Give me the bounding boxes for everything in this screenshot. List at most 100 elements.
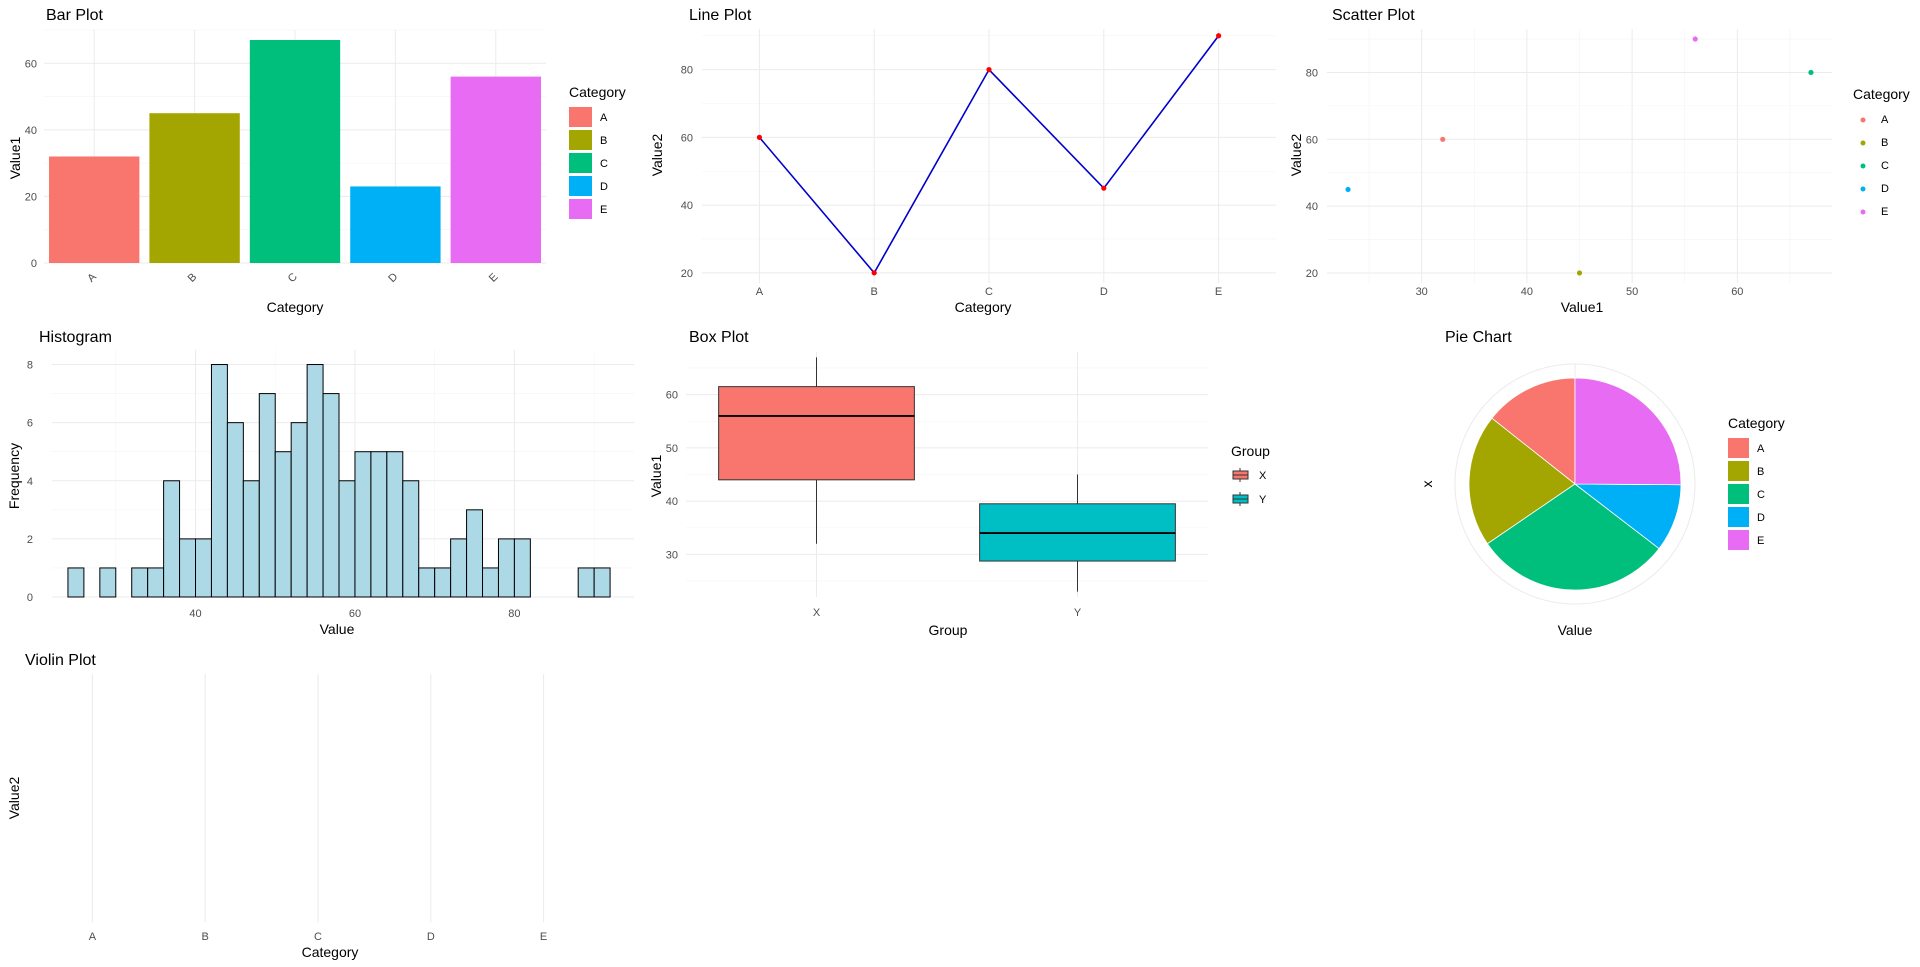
scatter-x-tick-label: 60 bbox=[1731, 286, 1743, 298]
pie-legend-key bbox=[1728, 438, 1749, 458]
pie-legend-key bbox=[1728, 530, 1749, 550]
histogram-bar bbox=[179, 538, 197, 598]
histogram-bar bbox=[322, 393, 340, 598]
histogram-bar bbox=[370, 451, 388, 598]
violin-x-tick-label: C bbox=[314, 931, 322, 943]
bar-legend-label: B bbox=[600, 135, 607, 147]
scatter-y-tick-label: 20 bbox=[1306, 268, 1318, 280]
scatter-y-tick-label: 80 bbox=[1306, 67, 1318, 79]
hist-y-tick-label: 2 bbox=[27, 534, 33, 546]
scatter-x-tick-label: 50 bbox=[1626, 286, 1638, 298]
histogram-bar bbox=[195, 538, 212, 598]
histogram-bar bbox=[434, 567, 452, 598]
scatter-point-E bbox=[1692, 36, 1698, 42]
hist-x-tick-label: 60 bbox=[349, 608, 361, 620]
pie-legend-key bbox=[1728, 507, 1749, 527]
box-y-tick-label: 50 bbox=[666, 443, 678, 455]
box-x-tick-label: Y bbox=[1074, 607, 1082, 619]
histogram-bar bbox=[67, 567, 85, 598]
bar-x-tick-label: E bbox=[487, 271, 501, 285]
scatter-legend-label: C bbox=[1881, 160, 1889, 172]
histogram-bar bbox=[354, 451, 372, 598]
box-legend: Group XY bbox=[1231, 443, 1270, 506]
scatter-legend-key bbox=[1860, 186, 1866, 192]
line-point-A bbox=[756, 134, 763, 140]
histogram-bar bbox=[274, 451, 292, 598]
violin-x-tick-label: D bbox=[427, 931, 435, 943]
line-y-tick-label: 60 bbox=[681, 132, 693, 144]
violin-title: Violin Plot bbox=[25, 652, 96, 669]
box-y-tick-label: 40 bbox=[666, 496, 678, 508]
pie-legend-label: E bbox=[1757, 535, 1764, 547]
violin-x-tick-label: A bbox=[89, 931, 97, 943]
histogram-bar bbox=[402, 480, 420, 598]
scatter-title: Scatter Plot bbox=[1332, 7, 1415, 24]
hist-x-tick-label: 40 bbox=[189, 608, 201, 620]
histogram-bar bbox=[210, 364, 228, 598]
box-x-axis-label: Group bbox=[929, 622, 968, 638]
scatter-point-D bbox=[1345, 186, 1351, 193]
bar-legend-label: E bbox=[600, 204, 607, 216]
scatter-x-tick-label: 40 bbox=[1521, 286, 1533, 298]
bar-legend-label: D bbox=[600, 181, 608, 193]
histogram-bar bbox=[242, 480, 260, 598]
scatter-legend-key bbox=[1860, 209, 1866, 215]
scatter-y-tick-label: 40 bbox=[1306, 201, 1318, 213]
hist-y-tick-label: 4 bbox=[27, 476, 33, 488]
hist-x-axis-label: Value bbox=[320, 621, 355, 637]
bar-y-tick-label: 0 bbox=[31, 258, 37, 270]
bar-legend-title: Category bbox=[569, 84, 626, 100]
bar-y-axis-label: Value1 bbox=[7, 137, 23, 180]
histogram-bar bbox=[306, 364, 324, 598]
scatter-y-tick-label: 60 bbox=[1306, 134, 1318, 146]
pie-slice-B bbox=[1468, 417, 1576, 545]
histogram-bar bbox=[290, 422, 308, 598]
pie-legend-label: B bbox=[1757, 466, 1764, 478]
pie-legend-title: Category bbox=[1728, 415, 1785, 431]
bar-y-tick-label: 20 bbox=[25, 191, 37, 203]
pie-legend-key bbox=[1728, 484, 1749, 504]
scatter-x-tick-label: 30 bbox=[1416, 286, 1428, 298]
bar-legend-label: A bbox=[600, 112, 608, 124]
bar-x-tick-label: C bbox=[286, 271, 300, 285]
violin-y-axis-label: Value2 bbox=[6, 777, 22, 820]
bar-legend-key bbox=[569, 199, 592, 219]
line-y-tick-label: 20 bbox=[681, 268, 693, 280]
bar-x-tick-label: B bbox=[186, 271, 200, 285]
line-y-axis-label: Value2 bbox=[649, 134, 665, 177]
histogram-bar bbox=[99, 567, 117, 598]
scatter-legend-title: Category bbox=[1853, 86, 1910, 102]
histogram-bar bbox=[226, 422, 244, 598]
box-y-tick-label: 30 bbox=[666, 549, 678, 561]
hist-y-tick-label: 8 bbox=[27, 360, 33, 372]
scatter-x-axis-label: Value1 bbox=[1561, 299, 1604, 315]
violin-x-axis-label: Category bbox=[302, 944, 359, 960]
histogram-bar bbox=[147, 567, 165, 598]
box-y-tick-label: 60 bbox=[666, 390, 678, 402]
histogram-bar bbox=[497, 538, 515, 598]
box-legend-label: Y bbox=[1259, 494, 1267, 506]
bar-legend-key bbox=[569, 130, 592, 150]
line-x-axis-label: Category bbox=[955, 299, 1012, 315]
scatter-legend-label: B bbox=[1881, 137, 1888, 149]
line-title: Line Plot bbox=[689, 7, 752, 24]
hist-y-axis-label: Frequency bbox=[6, 443, 22, 509]
histogram-bar bbox=[577, 567, 595, 598]
bar-legend-key bbox=[569, 107, 592, 127]
box-x-tick-label: X bbox=[813, 607, 821, 619]
box-X bbox=[718, 386, 915, 481]
histogram-bar bbox=[163, 480, 181, 598]
pie-slice-E bbox=[1574, 377, 1682, 486]
pie-legend-label: A bbox=[1757, 443, 1765, 455]
scatter-legend-label: A bbox=[1881, 114, 1889, 126]
line-point-B bbox=[871, 270, 877, 276]
histogram-bar bbox=[593, 567, 611, 598]
bar-x-tick-label: D bbox=[386, 271, 400, 285]
scatter-point-B bbox=[1576, 270, 1583, 276]
bar-x-tick-label: A bbox=[85, 271, 99, 285]
pie-x-axis-label: Value bbox=[1558, 622, 1593, 638]
scatter-point-A bbox=[1440, 136, 1446, 142]
